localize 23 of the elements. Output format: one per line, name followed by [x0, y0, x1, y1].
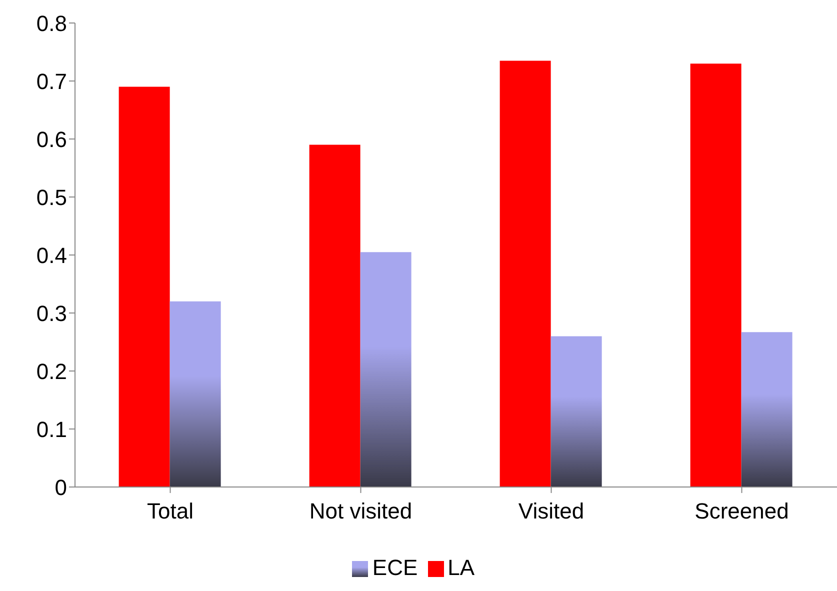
- y-tick-label: 0.8: [36, 10, 67, 36]
- bar: [360, 252, 412, 487]
- y-tick-label: 0.4: [36, 242, 67, 268]
- x-tick-label: Visited: [518, 498, 584, 524]
- bar: [690, 64, 742, 487]
- bar: [309, 144, 360, 487]
- y-tick-label: 0.1: [36, 416, 67, 442]
- x-tick-label: Total: [147, 498, 194, 524]
- y-tick-label: 0.6: [36, 126, 67, 152]
- bar: [741, 332, 792, 487]
- y-tick-label: 0.3: [36, 300, 67, 326]
- y-tick-label: 0.7: [36, 68, 67, 94]
- y-tick-label: 0.5: [36, 184, 67, 210]
- y-tick-label: 0: [54, 474, 67, 500]
- legend-label: ECE: [372, 555, 418, 580]
- x-tick-label: Not visited: [309, 498, 412, 524]
- bar: [118, 86, 170, 487]
- bar: [550, 336, 602, 487]
- y-tick-label: 0.2: [36, 358, 67, 384]
- bar: [170, 301, 221, 487]
- x-tick-label: Screened: [694, 498, 789, 524]
- bar: [500, 60, 551, 487]
- legend-label: LA: [448, 555, 475, 580]
